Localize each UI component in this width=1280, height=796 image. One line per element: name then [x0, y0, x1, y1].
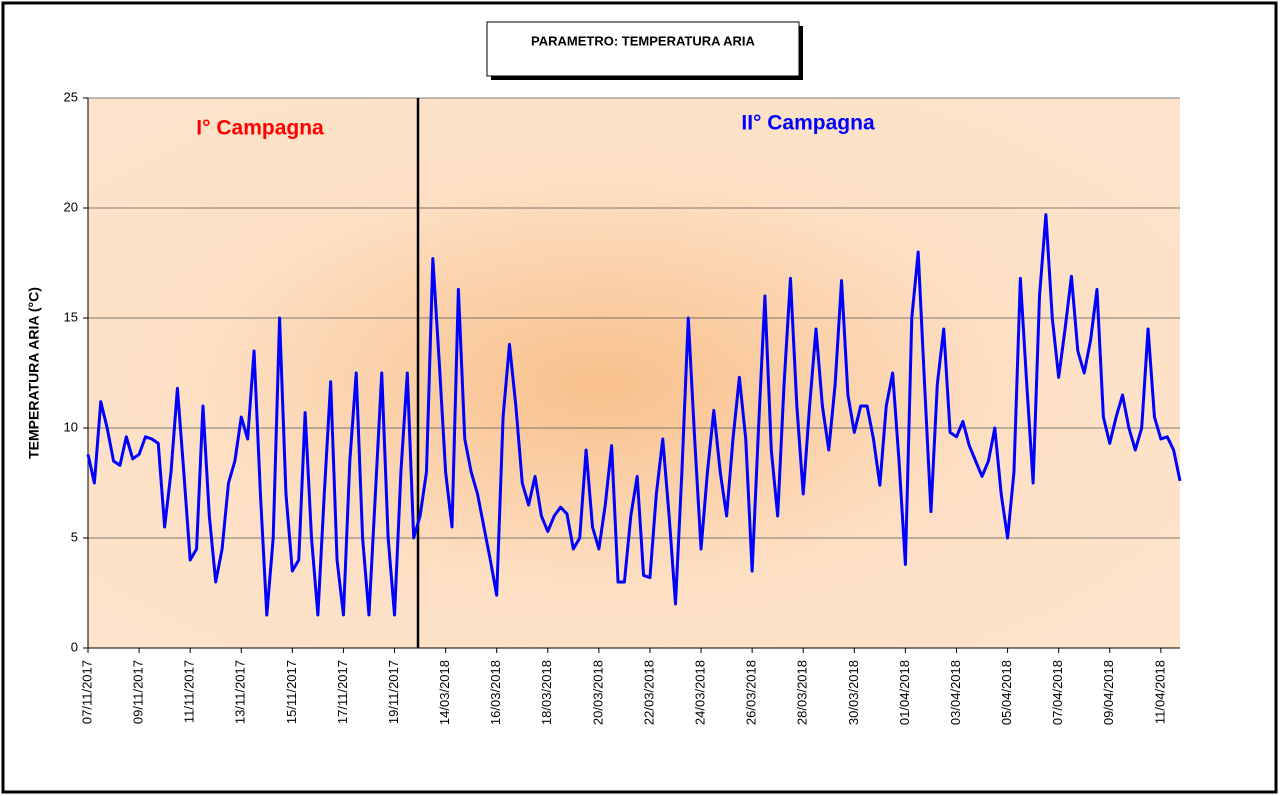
y-axis-label: TEMPERATURA ARIA (°C) — [26, 287, 42, 459]
plot-area — [88, 98, 1180, 648]
y-tick-label: 25 — [64, 89, 78, 104]
x-tick-label: 28/03/2018 — [795, 660, 810, 725]
x-tick-label: 09/11/2017 — [131, 660, 146, 724]
x-tick-label: 09/04/2018 — [1101, 660, 1116, 725]
x-tick-label: 07/04/2018 — [1050, 660, 1065, 725]
data-line — [86, 213, 1182, 617]
x-tick-label: 19/11/2017 — [386, 660, 401, 724]
x-tick-label: 13/11/2017 — [233, 660, 248, 724]
x-tick-label: 20/03/2018 — [590, 660, 605, 725]
x-tick-label: 18/03/2018 — [539, 660, 554, 725]
y-tick-label: 10 — [64, 419, 78, 434]
x-tick-label: 22/03/2018 — [641, 660, 656, 725]
x-tick-label: 16/03/2018 — [488, 660, 503, 725]
x-tick-label: 07/11/2017 — [79, 660, 94, 724]
title-box — [486, 21, 800, 77]
x-tick-label: 26/03/2018 — [744, 660, 759, 725]
y-tick-label: 20 — [64, 199, 78, 214]
y-tick-label: 15 — [64, 309, 78, 324]
y-tick-label: 0 — [71, 639, 78, 654]
x-tick-label: 30/03/2018 — [846, 660, 861, 725]
x-tick-label: 03/04/2018 — [948, 660, 963, 725]
annotation: I° Campagna — [196, 117, 324, 140]
x-tick-label: 11/11/2017 — [182, 660, 197, 723]
x-tick-label: 01/04/2018 — [897, 660, 912, 725]
x-tick-label: 15/11/2017 — [284, 660, 299, 724]
x-tick-label: 17/11/2017 — [335, 660, 350, 724]
x-tick-label: 05/04/2018 — [999, 660, 1014, 725]
x-tick-label: 14/03/2018 — [437, 660, 452, 725]
y-tick-label: 5 — [71, 529, 78, 544]
x-tick-label: 11/04/2018 — [1152, 660, 1167, 724]
annotation: II° Campagna — [741, 112, 875, 135]
chart-title: PARAMETRO: TEMPERATURA ARIA — [531, 33, 755, 48]
x-tick-label: 24/03/2018 — [692, 660, 707, 725]
